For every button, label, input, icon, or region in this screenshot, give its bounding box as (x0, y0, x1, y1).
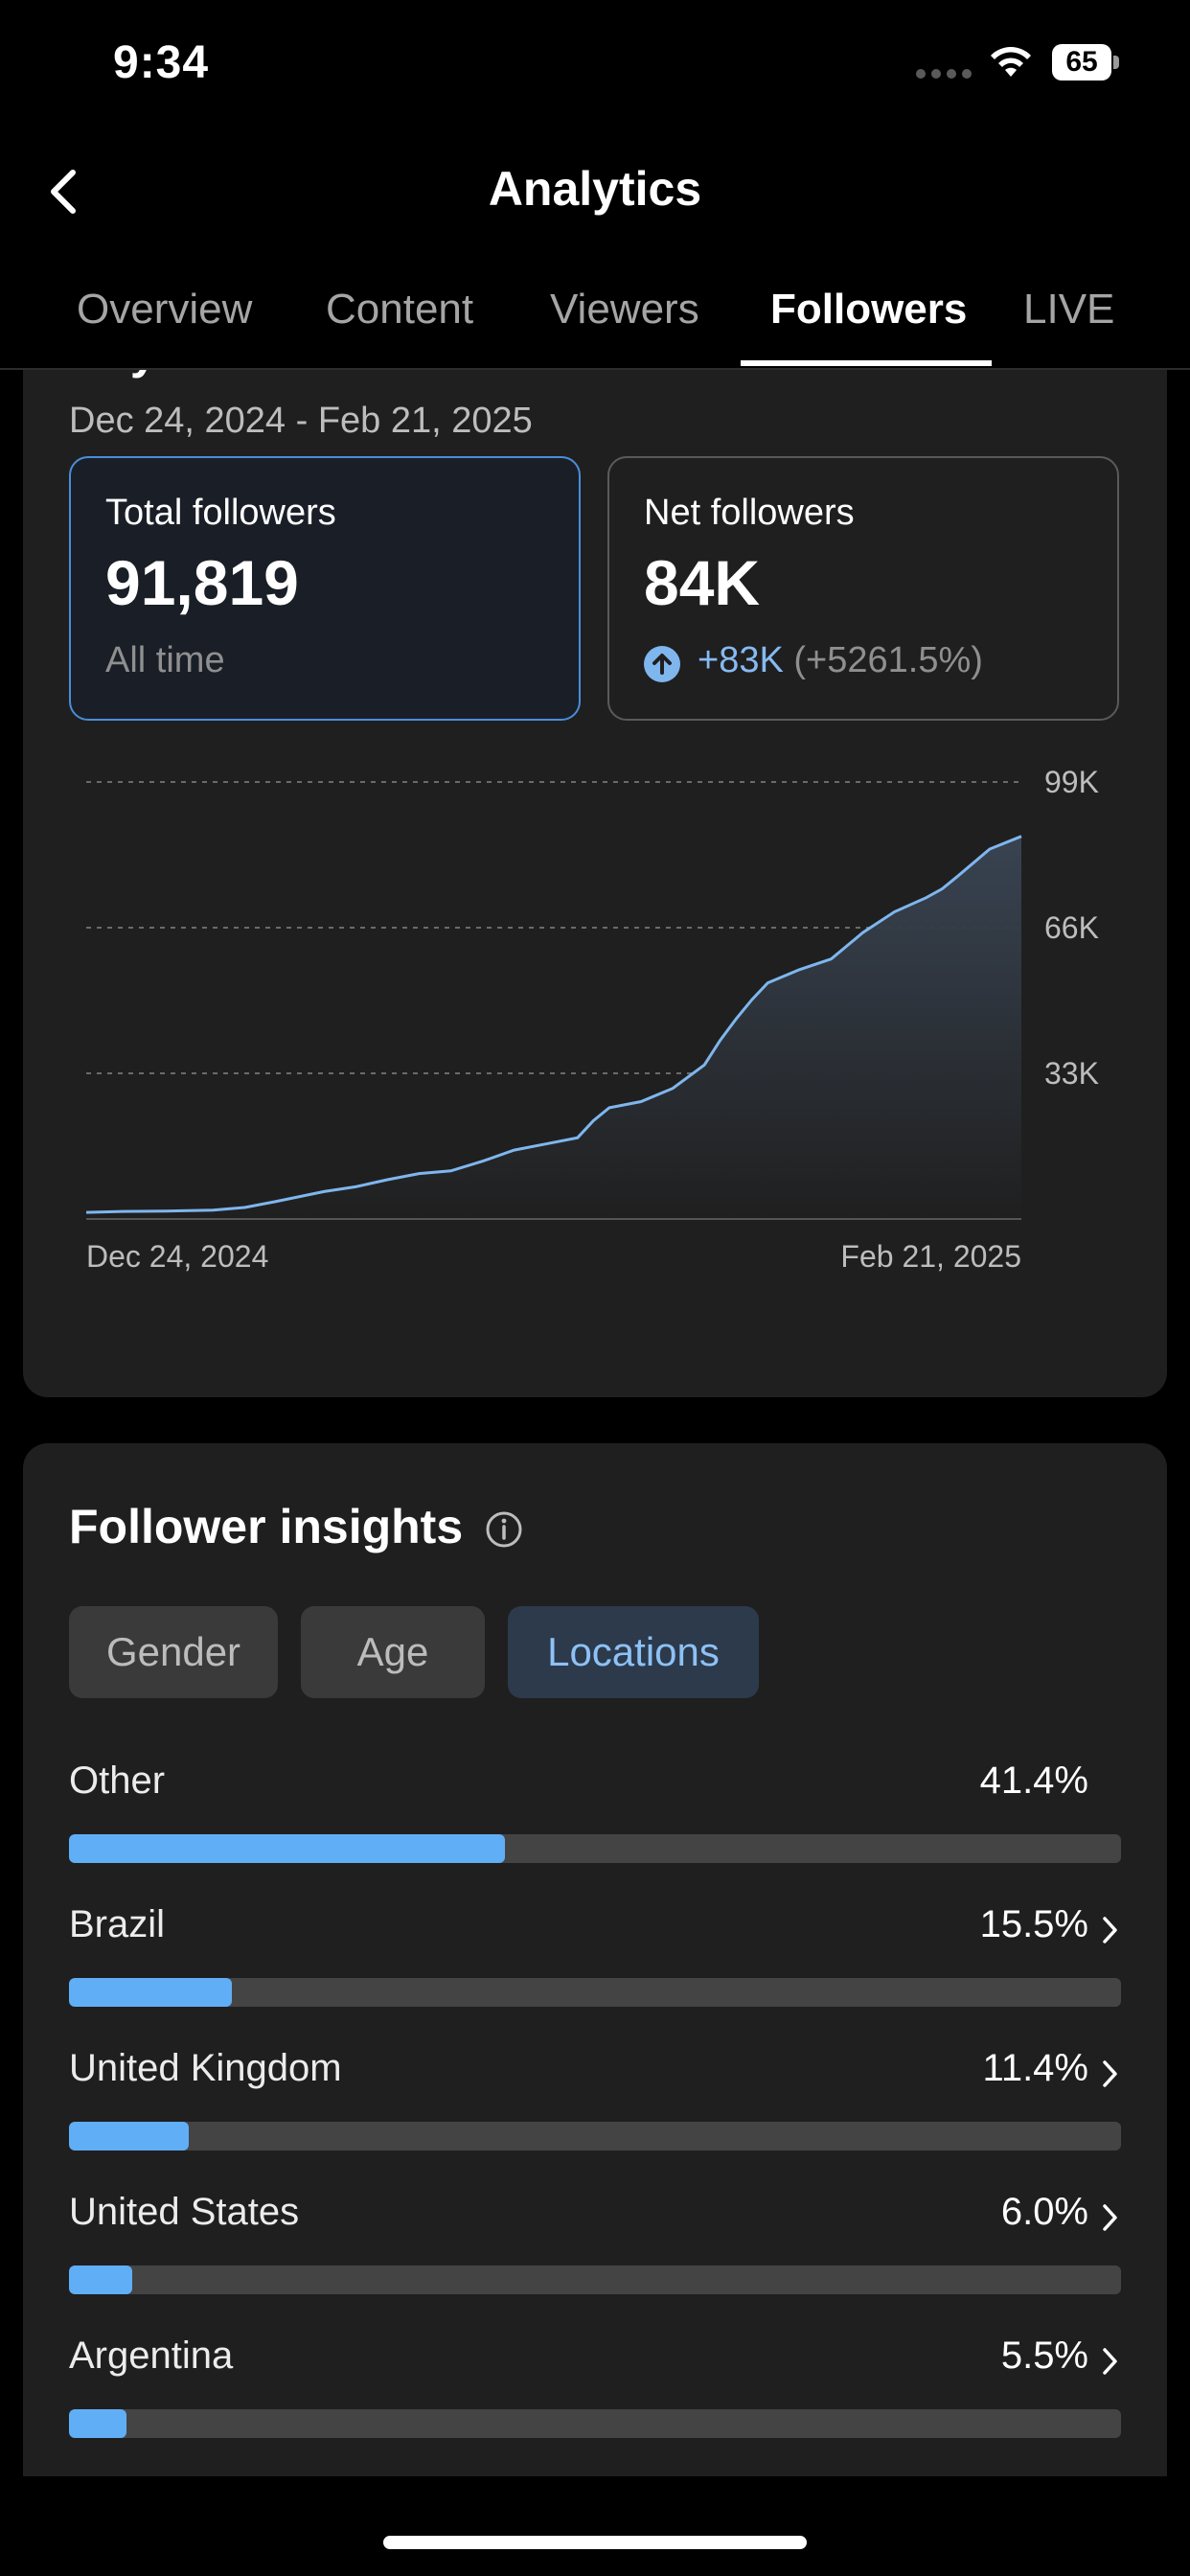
location-bar-fill (69, 1978, 233, 2007)
location-row[interactable]: United Kingdom 11.4% (69, 2047, 1121, 2172)
tab-bar: Overview Content Viewers Followers LIVE (0, 268, 1190, 370)
location-name: Argentina (69, 2334, 234, 2377)
location-name: Brazil (69, 1903, 166, 1945)
arrow-up-circle-icon (644, 646, 680, 682)
chart-series-line (85, 835, 1022, 1214)
total-followers-card[interactable]: Total followers 91,819 All time (69, 456, 581, 721)
tab-viewers[interactable]: Viewers (550, 286, 699, 333)
location-percent: 6.0% (1000, 2191, 1088, 2233)
delta-value: +83K (698, 640, 784, 680)
net-followers-delta: +83K (+5261.5%) (698, 640, 983, 681)
location-row[interactable]: Other 41.4% (69, 1760, 1121, 1884)
location-row[interactable]: Brazil 15.5% (69, 1903, 1121, 2028)
chevron-right-icon (1103, 2060, 1117, 2087)
cellular-signal-icon (916, 69, 972, 80)
y-axis-tick-label: 99K (1044, 765, 1099, 799)
location-percent: 41.4% (979, 1760, 1088, 1802)
location-row[interactable]: Argentina 5.5% (69, 2334, 1121, 2459)
location-percent: 5.5% (1000, 2334, 1088, 2377)
location-bar-track (69, 2409, 1121, 2438)
location-bar-track (69, 2266, 1121, 2294)
status-bar: 9:34 65 (0, 0, 1190, 134)
page-title: Analytics (488, 162, 702, 216)
total-followers-sub: All time (105, 640, 225, 680)
chevron-right-icon (1103, 1917, 1117, 1944)
location-bar-fill (69, 2122, 190, 2150)
x-axis-start-label: Dec 24, 2024 (86, 1239, 268, 1274)
tab-content[interactable]: Content (326, 286, 474, 333)
chart-area-fill (86, 836, 1021, 1219)
tab-live[interactable]: LIVE (1023, 286, 1115, 333)
active-tab-indicator (741, 360, 992, 366)
location-bar-fill (69, 1834, 505, 1863)
x-axis-end-label: Feb 21, 2025 (840, 1239, 1021, 1274)
chip-gender[interactable]: Gender (69, 1606, 278, 1698)
location-name: United Kingdom (69, 2047, 342, 2089)
delta-percent: (+5261.5%) (793, 640, 983, 680)
location-percent: 11.4% (982, 2047, 1088, 2089)
nav-header: Analytics (0, 134, 1190, 249)
location-percent: 15.5% (979, 1903, 1088, 1945)
net-followers-card[interactable]: Net followers 84K +83K (+5261.5%) (607, 456, 1119, 721)
back-chevron-icon[interactable] (36, 163, 94, 220)
location-bar-track (69, 1978, 1121, 2007)
location-bar-fill (69, 2266, 132, 2294)
battery-level: 65 (1052, 44, 1111, 80)
chevron-right-icon (1103, 2348, 1117, 2375)
location-bar-track (69, 1834, 1121, 1863)
status-time: 9:34 (113, 37, 210, 88)
location-bar-fill (69, 2409, 127, 2438)
chip-locations[interactable]: Locations (508, 1606, 759, 1698)
chip-age[interactable]: Age (301, 1606, 485, 1698)
tab-overview[interactable]: Overview (77, 286, 253, 333)
tab-followers[interactable]: Followers (770, 286, 968, 333)
total-followers-label: Total followers (105, 493, 336, 533)
insights-title: Follower insights (69, 1500, 464, 1553)
net-followers-label: Net followers (644, 493, 855, 533)
key-metrics-title: Key metrics (69, 370, 341, 380)
location-name: United States (69, 2191, 300, 2233)
follower-insights-card: Follower insights Gender Age Locations O… (23, 1443, 1167, 2476)
location-row[interactable]: United States 6.0% (69, 2191, 1121, 2315)
wifi-icon (991, 47, 1031, 77)
home-indicator (383, 2536, 807, 2549)
total-followers-value: 91,819 (105, 547, 299, 618)
location-name: Other (69, 1760, 166, 1802)
y-axis-tick-label: 33K (1044, 1056, 1099, 1091)
info-icon[interactable] (485, 1510, 523, 1549)
chevron-right-icon (1103, 2204, 1117, 2231)
y-axis-tick-label: 66K (1044, 910, 1099, 945)
location-bar-track (69, 2122, 1121, 2150)
scroll-content[interactable]: Key metrics Dec 24, 2024 - Feb 21, 2025 … (0, 370, 1190, 2476)
date-range: Dec 24, 2024 - Feb 21, 2025 (69, 401, 533, 441)
net-followers-value: 84K (644, 547, 761, 618)
battery-icon: 65 (1052, 44, 1119, 80)
followers-chart[interactable]: 99K 66K 33K Dec 24, 2024 Feb 21, 2025 (23, 744, 1167, 1280)
key-metrics-card: Key metrics Dec 24, 2024 - Feb 21, 2025 … (23, 370, 1167, 1397)
